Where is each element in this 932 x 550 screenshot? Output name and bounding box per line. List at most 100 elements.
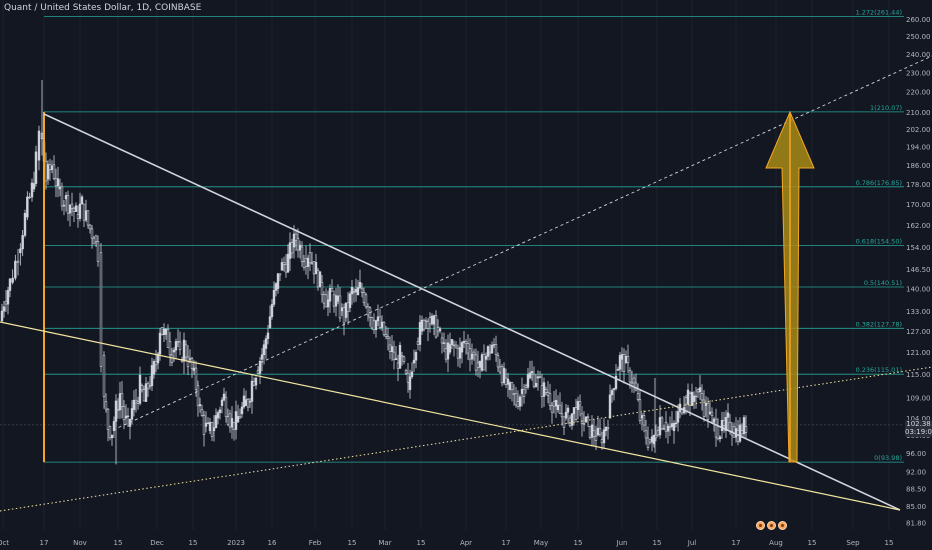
candle-body [580,413,584,424]
candle-body [420,319,424,332]
candle-body [140,385,144,391]
candle-body [128,419,132,427]
candle-body [506,378,510,385]
x-tick-label: Oct [0,539,9,547]
y-tick-label: 140.00 [906,286,931,294]
trend-drawings[interactable] [0,55,932,512]
candle-body [378,316,382,328]
candle-body [440,337,444,344]
candle-body [318,271,322,288]
candle-body [574,407,578,420]
candle-body [160,327,164,336]
candle-body [30,182,34,198]
candle-body [396,362,400,369]
candle-body [408,376,412,390]
candle-body [162,328,166,336]
candle-body [638,399,642,421]
candle-body [732,426,736,438]
candle-body [542,382,546,397]
candle-body [426,321,430,329]
support-trendline [0,321,901,511]
candle-body [346,302,350,312]
candle-body [464,341,468,344]
candle-body [262,344,266,356]
candle-body [734,428,738,438]
candle-body [166,328,170,348]
candle-body [228,413,232,428]
x-tick-label: 15 [189,539,198,547]
candle-body [552,401,556,407]
candle-body [19,248,22,254]
candle-body [302,261,306,268]
candle-body [246,399,250,408]
x-tick-label: Dec [150,539,164,547]
candle-body [470,353,474,360]
x-tick-label: 17 [40,539,49,547]
fib-retracement[interactable]: 0(93.98) 0.236(115.01) 0.382(127.78) 0.5(14… [44,9,904,463]
candle-body [290,242,294,254]
candle-body [374,320,378,331]
candle-body [26,196,29,218]
candle-body [60,186,64,207]
current-price-badge: 102.38 03:19:03 [905,420,932,437]
candle-body [630,381,634,384]
candle-body [640,415,644,419]
candle-body [366,306,370,316]
candle-body [220,399,224,406]
candle-body [300,246,304,263]
candle-body [14,260,17,279]
y-tick-label: 88.50 [906,485,926,493]
candle-body [676,411,680,423]
x-tick-label: 16 [268,539,277,547]
candle-body [310,262,314,264]
candle-body [21,235,24,250]
candle-body [196,385,200,407]
candle-body [178,341,182,351]
candle-body [99,252,103,367]
candle-body [362,292,366,303]
candle-body [292,233,296,248]
candle-body [674,422,678,424]
x-tick-label: 2023 [227,539,245,547]
candle-body [598,427,602,435]
candle-body [490,344,494,354]
event-earnings-icon[interactable] [778,521,787,530]
candle-body [620,354,624,360]
x-tick-label: Apr [460,539,472,547]
candle-body [23,212,27,236]
candle-body [710,411,714,416]
event-earnings-icon[interactable] [767,521,776,530]
candle-body [422,319,426,330]
candle-body [204,422,208,427]
x-tick-label: 17 [732,539,741,547]
candle-body [82,203,86,221]
y-tick-label: 81.80 [906,520,926,528]
x-axis[interactable]: Oct 17 Nov 15 Dec 15 2023 16 Feb 15 Mar 15 Apr 17 May 1… [0,539,893,547]
event-markers[interactable] [756,521,787,530]
candle-body [200,409,204,416]
candle-body [256,370,260,374]
candle-body [602,429,606,444]
candle-body [170,354,174,363]
candle-body [702,399,706,417]
candle-body [728,421,732,432]
candle-body [688,393,692,406]
candle-body [4,300,8,305]
y-axis[interactable]: 81.8085.0088.5092.0096.00100.00104.00109… [906,16,931,528]
candle-body [540,385,544,397]
candle-body [376,316,380,322]
x-tick-label: 15 [348,539,357,547]
fib-level-label: 0.5(140.51) [864,279,902,287]
candle-body [334,295,338,307]
candle-body [280,262,284,271]
candle-body [448,344,452,353]
event-earnings-icon[interactable] [756,521,765,530]
x-tick-label: 15 [885,539,894,547]
candle-body [712,418,716,423]
candle-body [744,426,748,433]
candle-body [210,422,214,437]
candle-body [434,315,438,338]
candle-body [388,344,392,352]
y-tick-label: 104.00 [906,415,931,423]
